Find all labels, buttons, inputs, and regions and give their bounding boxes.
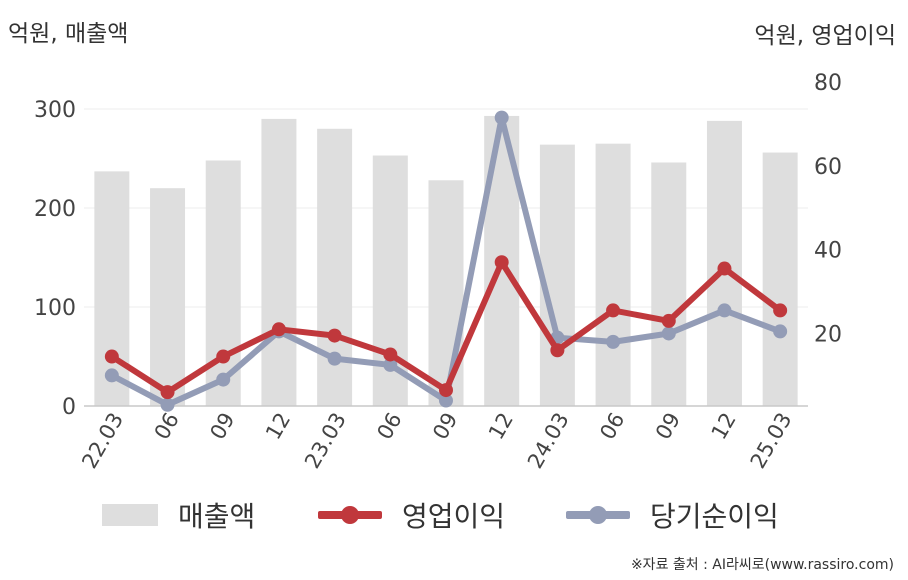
legend-swatch-operating-profit [318, 503, 382, 527]
net-profit-point [160, 397, 175, 412]
legend-item-net-profit: 당기순이익 [566, 490, 779, 540]
net-profit-point [494, 110, 509, 125]
profit-lines [104, 110, 788, 412]
operating-profit-point [773, 303, 788, 318]
x-tick-label: 06 [150, 409, 184, 444]
right-y-tick-label: 80 [814, 71, 842, 96]
left-y-tick-label: 300 [34, 98, 76, 123]
revenue-bar [539, 144, 575, 406]
legend-label-revenue: 매출액 [178, 500, 256, 533]
revenue-bar [595, 143, 631, 406]
legend-label-operating-profit: 영업이익 [402, 500, 506, 533]
operating-profit-point [271, 322, 286, 337]
revenue-bar [150, 188, 186, 406]
revenue-bar [762, 152, 798, 406]
legend: 매출액 영업이익 당기순이익 [0, 490, 908, 540]
net-profit-point [717, 303, 732, 318]
net-profit-point [383, 357, 398, 372]
net-profit-point [606, 334, 621, 349]
x-tick-label: 06 [372, 409, 406, 444]
revenue-bars [94, 115, 798, 407]
operating-profit-point [494, 255, 509, 270]
left-y-tick-label: 200 [34, 197, 76, 222]
right-y-tick-label: 20 [814, 322, 842, 347]
operating-profit-point [327, 328, 342, 343]
x-tick-label: 09 [651, 409, 685, 444]
net-profit-point [327, 351, 342, 366]
legend-item-operating-profit: 영업이익 [318, 490, 505, 540]
left-axis-unit-label: 억원, 매출액 [8, 21, 129, 47]
x-tick-label: 09 [428, 409, 462, 444]
net-profit-point [104, 368, 119, 383]
operating-profit-point [606, 303, 621, 318]
x-tick-label: 22.03 [77, 409, 128, 473]
operating-profit-point [383, 347, 398, 362]
x-tick-label: 09 [205, 409, 239, 444]
revenue-bar [428, 180, 464, 406]
operating-profit-point [717, 261, 732, 276]
legend-label-net-profit: 당기순이익 [650, 500, 779, 533]
x-tick-label: 23.03 [300, 409, 351, 473]
net-profit-point [773, 324, 788, 339]
net-profit-point [439, 393, 453, 408]
revenue-bar [261, 118, 297, 407]
left-y-tick-label: 100 [34, 296, 76, 321]
operating-profit-point [661, 313, 676, 328]
right-y-tick-label: 40 [814, 239, 842, 264]
x-tick-label: 12 [707, 409, 741, 444]
operating-profit-point [439, 383, 453, 398]
x-tick-label: 24.03 [523, 409, 574, 473]
x-tick-label: 06 [595, 409, 629, 444]
x-tick-label: 25.03 [746, 409, 797, 473]
right-axis-unit-label: 억원, 영업이익 [754, 23, 896, 49]
legend-item-revenue: 매출액 [102, 490, 255, 540]
operating-profit-point [160, 385, 175, 400]
legend-swatch-net-profit [566, 503, 630, 527]
x-tick-label: 12 [484, 409, 518, 444]
legend-swatch-revenue [102, 504, 158, 526]
net-profit-point [661, 326, 676, 341]
operating-profit-point [104, 349, 119, 364]
right-y-tick-label: 60 [814, 155, 842, 180]
net-profit-point [216, 372, 231, 387]
x-tick-label: 12 [261, 409, 295, 444]
left-y-tick-label: 0 [62, 395, 76, 420]
revenue-bar [651, 162, 687, 406]
operating-profit-point [550, 343, 565, 358]
operating-profit-point [216, 349, 231, 364]
source-credit: ※자료 출처 : AI라씨로(www.rassiro.com) [630, 557, 894, 573]
